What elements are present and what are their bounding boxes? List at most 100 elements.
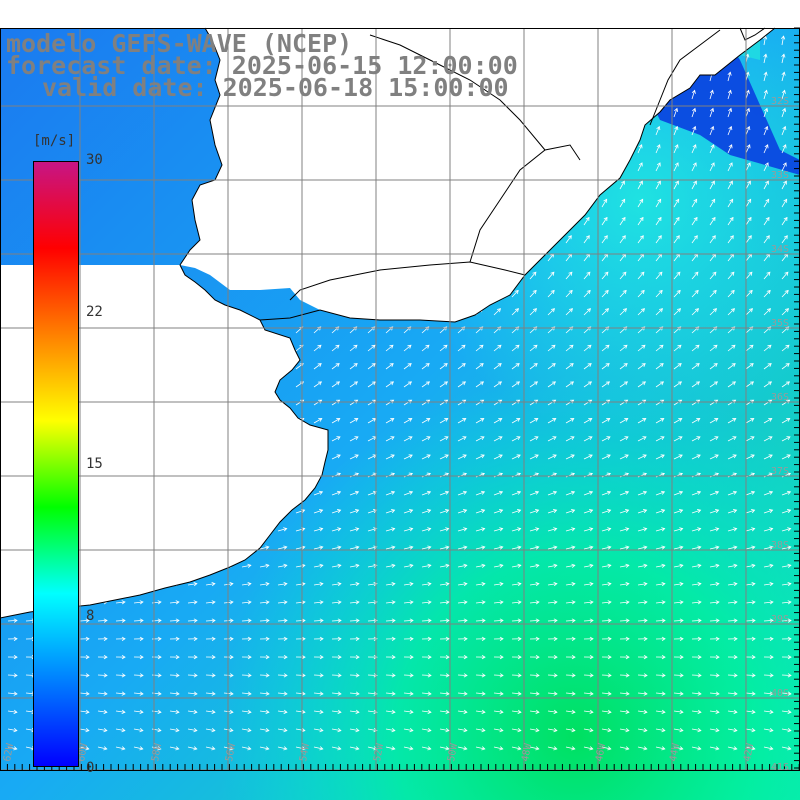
wind-arrow (457, 528, 467, 532)
wind-arrow-head (552, 418, 557, 422)
wind-arrow-head (517, 563, 522, 568)
wind-arrow-head (782, 162, 787, 167)
wind-arrow-head (640, 289, 645, 294)
wind-arrow-head (692, 144, 697, 149)
wind-arrow-head (643, 545, 648, 550)
wind-arrow (745, 290, 753, 298)
wind-arrow-head (318, 490, 324, 495)
wind-arrow-head (193, 581, 198, 587)
wind-arrow (583, 583, 593, 586)
wind-arrow (619, 454, 629, 460)
wind-arrow (457, 363, 466, 370)
wind-arrow (367, 710, 377, 713)
wind-arrow (619, 180, 625, 190)
wind-arrow-head (589, 618, 594, 623)
wind-arrow (763, 162, 769, 172)
wind-arrow (655, 144, 661, 154)
wind-arrow (601, 199, 608, 208)
wind-arrow (385, 546, 395, 550)
wind-arrow-head (785, 326, 790, 331)
wind-arrow (547, 308, 555, 316)
wind-arrow (457, 692, 467, 695)
wind-arrow-head (714, 472, 720, 477)
wind-arrow (691, 564, 701, 568)
wind-arrow (493, 601, 503, 604)
wind-arrow (781, 692, 791, 695)
wind-arrow (745, 399, 754, 406)
wind-arrow (151, 710, 161, 713)
wind-arrow-head (643, 691, 648, 696)
wind-arrow (511, 710, 521, 713)
wind-arrow-head (659, 381, 665, 386)
wind-arrow (619, 728, 629, 731)
wind-arrow (709, 235, 716, 244)
wind-arrow-head (697, 527, 702, 532)
wind-arrow (493, 344, 502, 352)
wind-arrow (655, 399, 664, 406)
wind-arrow-head (624, 454, 629, 459)
wind-arrow-head (589, 600, 594, 605)
wind-arrow-head (697, 746, 702, 751)
wind-arrow-head (621, 198, 626, 203)
wind-arrow-head (499, 600, 504, 605)
wind-arrow-head (391, 509, 396, 514)
latitude-label: 38S (771, 540, 789, 551)
wind-arrow (727, 601, 737, 604)
wind-arrow-head (570, 436, 575, 440)
wind-arrow-head (763, 53, 768, 58)
wind-arrow-head (750, 472, 756, 477)
wind-arrow-head (787, 545, 792, 550)
wind-arrow-head (247, 618, 252, 623)
wind-arrow-head (727, 71, 732, 76)
wind-arrow (565, 601, 575, 604)
wind-arrow-head (157, 654, 162, 660)
wind-arrow-head (157, 709, 162, 714)
wind-arrow (727, 546, 737, 550)
wind-arrow (385, 564, 395, 568)
wind-arrow-head (661, 691, 666, 696)
wind-arrow (133, 692, 143, 695)
wind-arrow-head (103, 691, 108, 696)
wind-arrow-head (605, 381, 611, 386)
wind-arrow-head (371, 344, 376, 349)
wind-arrow-head (571, 691, 576, 696)
wind-arrow (403, 509, 413, 514)
wind-arrow-head (13, 636, 18, 641)
wind-arrow-head (517, 527, 522, 532)
wind-arrow-head (481, 728, 486, 733)
wind-arrow (727, 344, 736, 352)
wind-arrow (781, 180, 787, 190)
wind-arrow (403, 583, 413, 586)
wind-arrow-head (568, 308, 573, 313)
wind-arrow (709, 601, 719, 604)
wind-arrow-head (763, 89, 768, 94)
wind-arrow-head (785, 363, 790, 367)
wind-arrow-head (301, 709, 306, 714)
wind-arrow (637, 290, 645, 298)
wind-arrow (367, 399, 376, 406)
wind-arrow-head (193, 636, 198, 641)
wind-arrow (763, 290, 771, 298)
wind-arrow-head (751, 527, 756, 532)
wind-arrow-head (319, 636, 324, 641)
wind-arrow (727, 692, 737, 695)
wind-arrow (295, 710, 305, 713)
wind-arrow-head (553, 527, 558, 532)
wind-arrow-head (517, 691, 522, 696)
wind-arrow (493, 728, 503, 731)
wind-arrow-head (103, 673, 108, 678)
wind-arrow-head (514, 308, 519, 313)
wind-arrow-head (535, 600, 540, 605)
wind-arrow (583, 564, 593, 568)
wind-arrow-head (711, 235, 716, 240)
wind-arrow-head (318, 418, 323, 422)
wind-arrow-head (534, 490, 540, 495)
wind-arrow (547, 528, 557, 532)
wind-arrow (403, 710, 413, 713)
wind-arrow-head (443, 381, 449, 386)
wind-arrow-head (624, 418, 629, 422)
wind-arrow-head (783, 180, 787, 185)
wind-arrow (745, 528, 755, 532)
wind-arrow (205, 710, 215, 713)
wind-arrow (709, 692, 719, 695)
